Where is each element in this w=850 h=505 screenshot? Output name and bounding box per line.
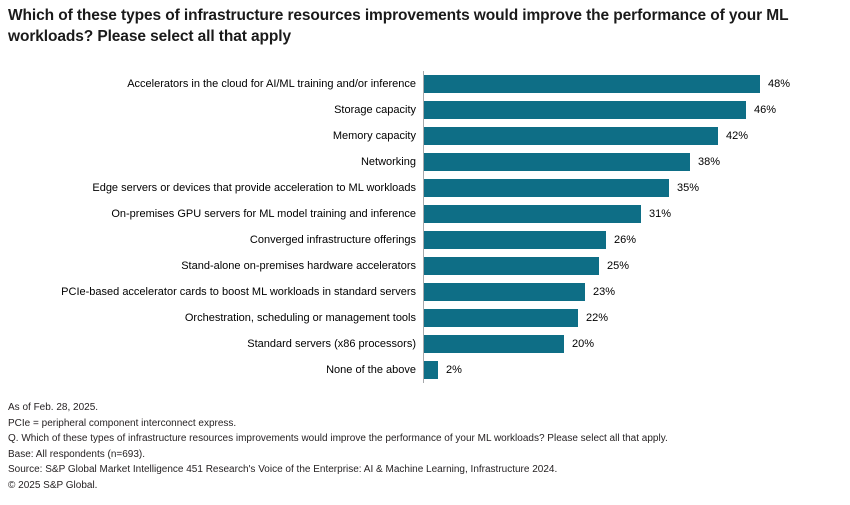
category-label: PCIe-based accelerator cards to boost ML… (61, 286, 416, 298)
bar (424, 257, 599, 275)
category-label: On-premises GPU servers for ML model tra… (111, 208, 416, 220)
footnotes: As of Feb. 28, 2025. PCIe = peripheral c… (8, 400, 846, 493)
bar (424, 127, 718, 145)
bar-area: 2% (423, 357, 850, 383)
bar (424, 153, 690, 171)
category-label: Stand-alone on-premises hardware acceler… (181, 260, 416, 272)
bar (424, 75, 760, 93)
category-label: Memory capacity (332, 130, 416, 142)
value-label: 31% (649, 208, 672, 220)
category-label: Edge servers or devices that provide acc… (92, 182, 416, 194)
bar-row: Stand-alone on-premises hardware acceler… (0, 253, 850, 279)
bar-area: 20% (423, 331, 850, 357)
footnote-definition: PCIe = peripheral component interconnect… (8, 417, 237, 429)
footnote-question: Q. Which of these types of infrastructur… (8, 433, 668, 444)
bar (424, 361, 438, 379)
category-label: Networking (360, 156, 416, 168)
value-label: 42% (726, 130, 749, 142)
value-label: 48% (768, 78, 791, 90)
bar-area: 25% (423, 253, 850, 279)
footnote-as-of: As of Feb. 28, 2025. (8, 402, 99, 413)
bar-area: 31% (423, 201, 850, 227)
bar-chart: Accelerators in the cloud for AI/ML trai… (0, 71, 850, 383)
value-label: 20% (572, 338, 595, 350)
bar (424, 205, 641, 223)
bar-area: 23% (423, 279, 850, 305)
value-label: 23% (593, 286, 616, 298)
bar-area: 46% (423, 97, 850, 123)
category-label: Converged infrastructure offerings (249, 234, 416, 246)
value-label: 2% (446, 364, 462, 376)
footnote-copyright: © 2025 S&P Global. (8, 479, 98, 491)
bar (424, 335, 564, 353)
category-label: Orchestration, scheduling or management … (184, 312, 416, 324)
bar-row: Standard servers (x86 processors) 20% (0, 331, 850, 357)
value-label: 22% (586, 312, 609, 324)
bar-row: Accelerators in the cloud for AI/ML trai… (0, 71, 850, 97)
bar (424, 283, 585, 301)
value-label: 38% (698, 156, 721, 168)
bar (424, 231, 606, 249)
footnote-base: Base: All respondents (n=693). (8, 448, 146, 460)
chart-title: Which of these types of infrastructure r… (8, 7, 789, 45)
bar-row: Networking 38% (0, 149, 850, 175)
bar-area: 42% (423, 123, 850, 149)
value-label: 35% (677, 182, 700, 194)
bar-row: Memory capacity 42% (0, 123, 850, 149)
bar-row: None of the above 2% (0, 357, 850, 383)
bar-row: Orchestration, scheduling or management … (0, 305, 850, 331)
bar-row: Storage capacity 46% (0, 97, 850, 123)
value-label: 26% (614, 234, 637, 246)
bar-area: 48% (423, 71, 850, 97)
category-label: None of the above (326, 364, 416, 376)
bar-row: Edge servers or devices that provide acc… (0, 175, 850, 201)
bar (424, 101, 746, 119)
bar-row: PCIe-based accelerator cards to boost ML… (0, 279, 850, 305)
bar-area: 38% (423, 149, 850, 175)
footnote-source: Source: S&P Global Market Intelligence 4… (8, 464, 558, 475)
bar-area: 22% (423, 305, 850, 331)
bar-row: On-premises GPU servers for ML model tra… (0, 201, 850, 227)
bar-area: 26% (423, 227, 850, 253)
category-label: Accelerators in the cloud for AI/ML trai… (127, 78, 416, 90)
bar-row: Converged infrastructure offerings 26% (0, 227, 850, 253)
category-label: Standard servers (x86 processors) (247, 338, 416, 350)
value-label: 25% (607, 260, 630, 272)
bar (424, 309, 578, 327)
value-label: 46% (754, 104, 777, 116)
bar (424, 179, 669, 197)
bar-area: 35% (423, 175, 850, 201)
category-label: Storage capacity (334, 104, 416, 116)
